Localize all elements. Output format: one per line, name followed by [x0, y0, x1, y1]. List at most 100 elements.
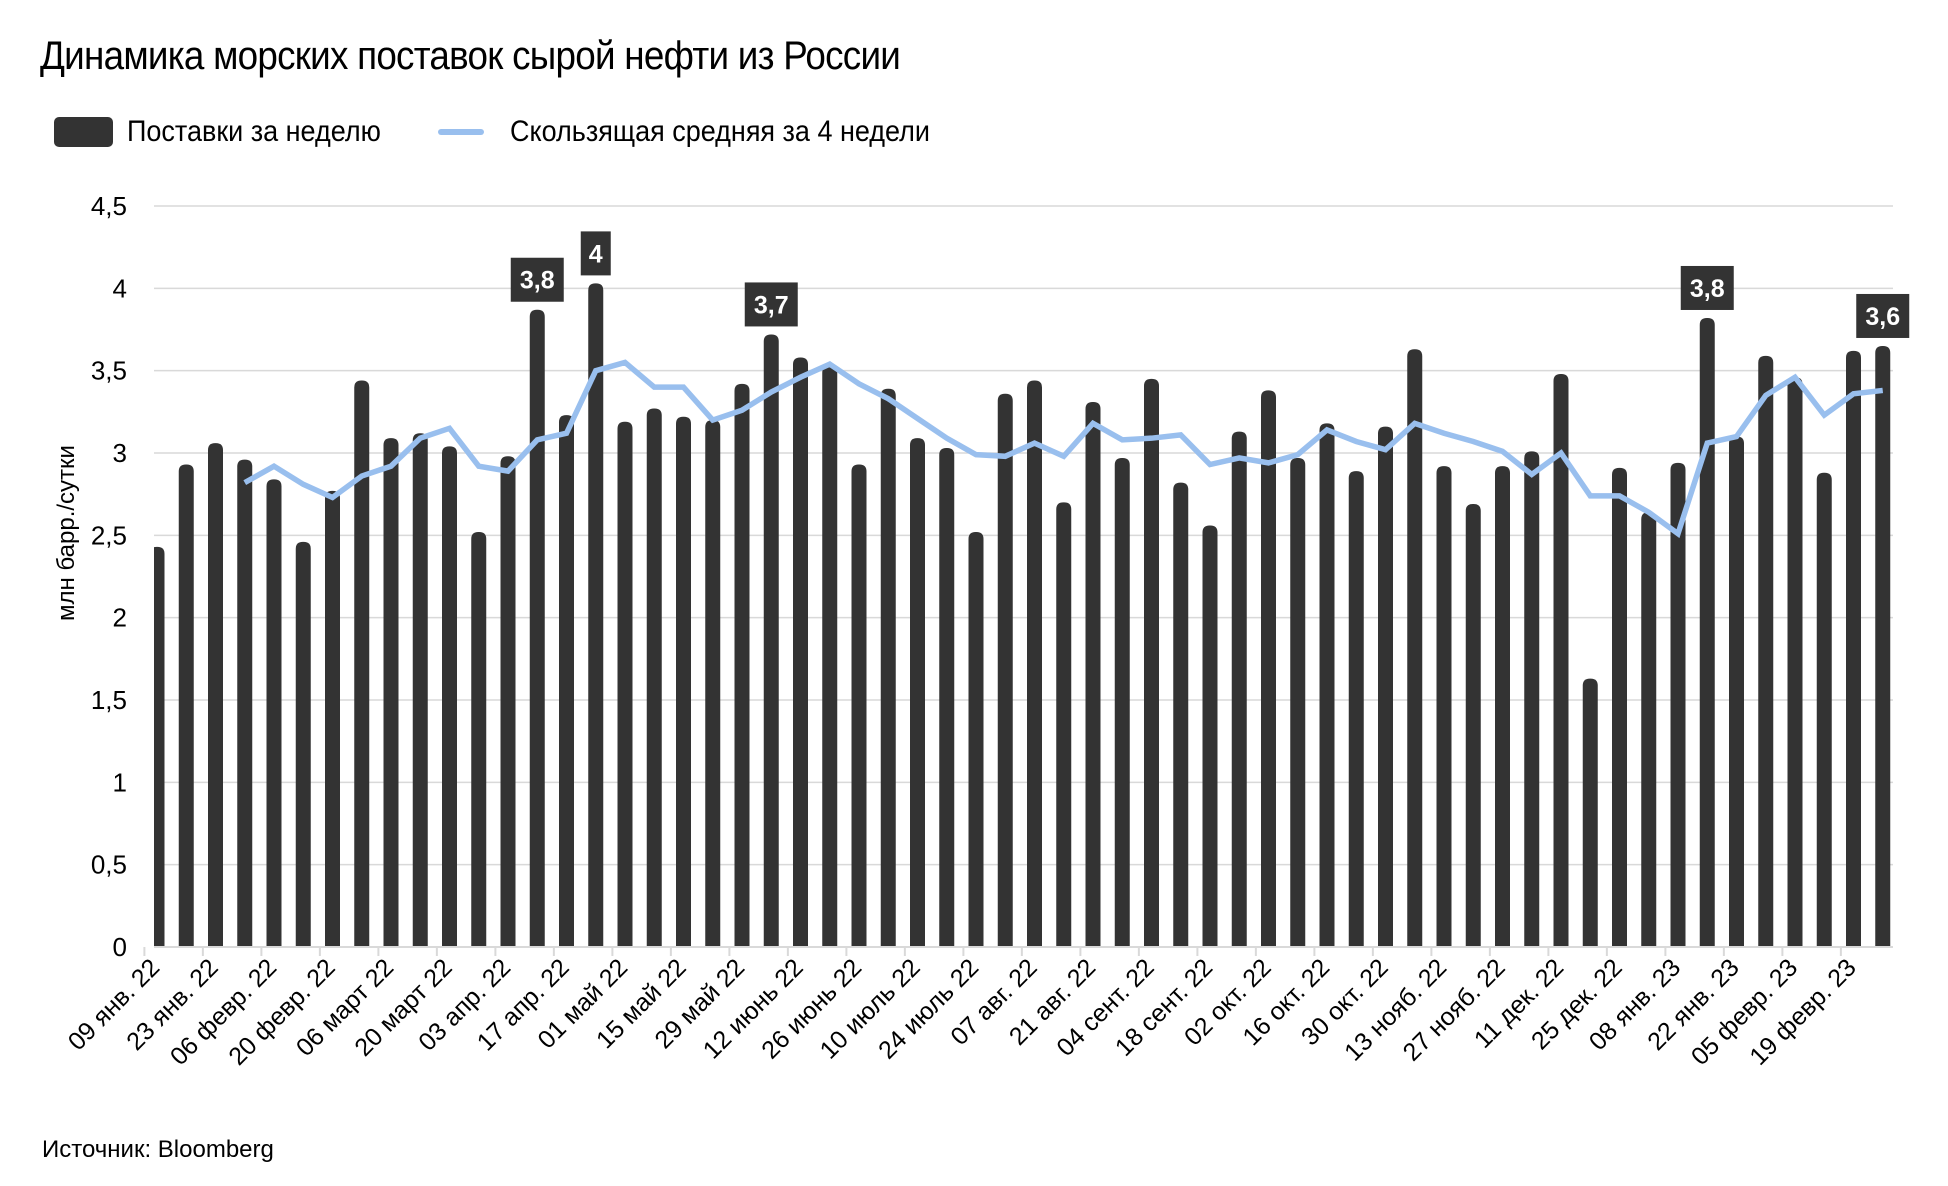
data-label-text: 4	[589, 240, 603, 268]
bar	[1202, 525, 1218, 947]
bar	[1027, 380, 1042, 948]
bar	[1231, 431, 1247, 947]
data-label: 3,8	[510, 257, 564, 302]
bar	[1787, 377, 1803, 948]
legend: Поставки за неделю Скользящая средняя за…	[54, 112, 977, 152]
bar	[1436, 466, 1452, 947]
bar	[1612, 467, 1627, 947]
bar	[1173, 482, 1189, 947]
bar	[793, 357, 808, 947]
data-label-box	[1856, 293, 1910, 338]
bar	[178, 464, 194, 947]
bar-swatch-icon	[54, 117, 113, 147]
bar	[939, 448, 955, 947]
y-axis-ticks: 0 0,5 1 1,5 2 2,5 3 3,5 4 4,5	[91, 191, 127, 962]
bar	[851, 464, 867, 947]
y-tick-label: 2	[113, 603, 127, 633]
data-label-text: 3,8	[1690, 275, 1725, 303]
legend-label-moving-average: Скользящая средняя за 4 недели	[510, 115, 931, 148]
bar	[529, 309, 545, 947]
bar-series	[154, 283, 1891, 948]
y-tick-label: 4	[113, 273, 127, 303]
bar	[1378, 426, 1393, 947]
bar	[1758, 355, 1774, 947]
bar	[676, 416, 691, 948]
data-label-box	[580, 231, 611, 276]
moving-average-line	[243, 359, 1884, 539]
bar	[1729, 436, 1744, 947]
bar	[208, 443, 223, 947]
bar	[910, 438, 925, 947]
bar	[822, 365, 838, 947]
bar	[295, 541, 311, 947]
bar	[412, 433, 428, 947]
bar	[1261, 390, 1276, 948]
bar	[500, 456, 516, 947]
bar	[1495, 466, 1510, 947]
bar	[1114, 457, 1130, 947]
data-label: 3,7	[744, 282, 798, 327]
y-tick-label: 3	[113, 438, 127, 468]
source-note: Источник: Bloomberg	[42, 1136, 274, 1163]
data-label-text: 3,8	[520, 267, 555, 295]
bar	[1348, 471, 1364, 947]
bar	[646, 408, 662, 947]
legend-item-moving-average: Скользящая средняя за 4 недели	[438, 115, 977, 149]
bar	[1875, 345, 1891, 947]
y-tick-label: 1,5	[91, 685, 127, 715]
data-label-box	[744, 282, 798, 327]
bar	[617, 421, 633, 947]
data-label-text: 3,6	[1865, 303, 1900, 331]
moving-average-polyline	[243, 359, 1884, 539]
data-label: 3,6	[1856, 293, 1910, 338]
data-label: 3,8	[1680, 265, 1734, 310]
data-label: 4	[580, 231, 611, 276]
bar	[442, 446, 457, 947]
y-tick-label: 2,5	[91, 520, 127, 550]
bar	[1524, 451, 1540, 947]
bar	[968, 532, 984, 947]
line-swatch-icon	[438, 129, 484, 135]
y-tick-label: 3,5	[91, 356, 127, 386]
x-axis	[143, 946, 1893, 956]
bar	[1846, 350, 1861, 947]
bar	[1816, 472, 1832, 947]
bar	[1670, 462, 1686, 947]
bar	[383, 438, 399, 947]
bar	[1641, 512, 1657, 947]
data-label-box	[1680, 265, 1734, 310]
bar	[880, 388, 896, 947]
y-tick-label: 0	[113, 932, 127, 962]
bar	[1290, 457, 1306, 947]
bar	[1085, 401, 1101, 947]
bar	[1056, 502, 1072, 947]
bar	[705, 420, 721, 948]
bar	[1407, 349, 1423, 947]
legend-label-weekly: Поставки за неделю	[127, 115, 381, 148]
bar	[763, 334, 779, 947]
bar	[1699, 317, 1715, 947]
bar	[559, 415, 574, 947]
bar	[1582, 678, 1598, 947]
bar	[997, 393, 1013, 948]
chart-title: Динамика морских поставок сырой нефти из…	[40, 34, 901, 78]
data-label-text: 3,7	[754, 291, 789, 319]
bar	[1465, 504, 1481, 947]
y-tick-label: 4,5	[91, 191, 127, 221]
bar	[471, 532, 487, 947]
data-label-box	[510, 257, 564, 302]
data-labels: 3,8 4 3,7 3,8 3,6	[510, 231, 1910, 338]
bar	[1553, 373, 1569, 948]
bar	[325, 490, 340, 947]
y-tick-label: 0,5	[91, 850, 127, 880]
bar	[588, 283, 604, 948]
y-tick-label: 1	[113, 767, 127, 797]
legend-item-weekly: Поставки за неделю	[54, 115, 438, 149]
bar	[237, 459, 253, 947]
bar	[266, 479, 282, 947]
bar	[154, 546, 165, 947]
bar	[734, 383, 750, 948]
bar	[1319, 423, 1335, 947]
